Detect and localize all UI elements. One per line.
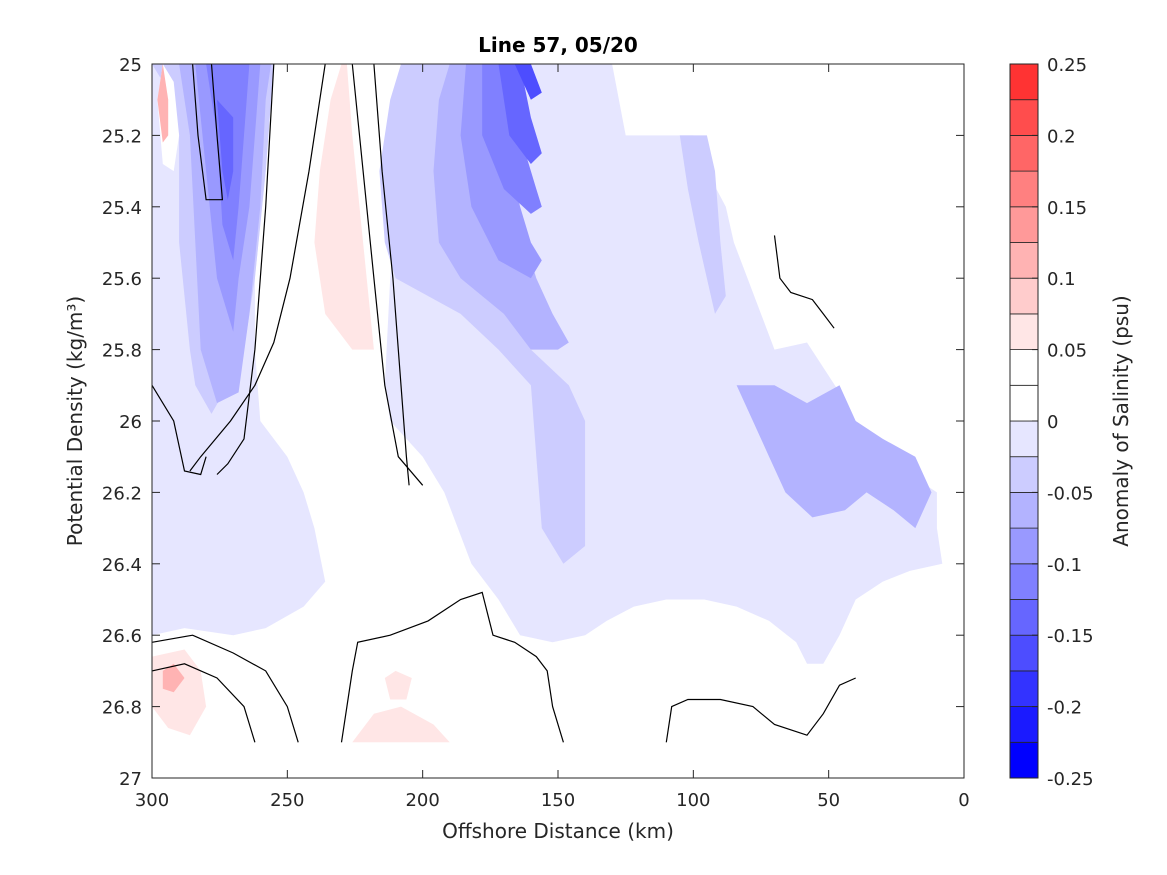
- colorbar-cell: [1009, 63, 1039, 101]
- y-tick-label: 25.2: [102, 126, 142, 147]
- contour-region: [352, 706, 450, 743]
- colorbar-cell: [1009, 206, 1039, 243]
- plot-area: 300 250 200 150 100 50 0 2525.225.425.625.8262…: [102, 55, 970, 811]
- zero-contour-line: [351, 63, 424, 486]
- colorbar-label: Anomaly of Salinity (psu): [1109, 295, 1133, 546]
- y-tick-label: 25.4: [102, 198, 142, 219]
- x-tick-label: 0: [958, 790, 969, 811]
- colorbar-tick-label: -0.15: [1047, 626, 1094, 647]
- y-axis-label: Potential Density (kg/m³): [63, 296, 87, 547]
- colorbar-tick-label: 0.25: [1047, 55, 1087, 76]
- colorbar-cell: [1009, 706, 1039, 743]
- colorbar-tick-label: -0.05: [1047, 483, 1094, 504]
- x-tick-label: 50: [817, 790, 840, 811]
- contour-region: [157, 64, 169, 143]
- colorbar: 0.25 0.2 0.15 0.1 0.05 0 -0.05 -0.1 -0.15 -0.2 -0.…: [1009, 55, 1133, 790]
- y-axis-ticks: 25 25.2 25.4 25.6 25.8 26 26.2 26.4 26.6 26.8 27: [102, 55, 964, 790]
- contour-region: [314, 64, 374, 350]
- zero-contour-line: [192, 63, 224, 201]
- zero-contour-line: [151, 663, 256, 743]
- y-tick-label: 26.6: [102, 626, 142, 647]
- zero-contour-line: [373, 63, 410, 486]
- colorbar-cell: [1009, 491, 1039, 529]
- x-tick-label: 250: [270, 790, 304, 811]
- colorbar-cell: [1009, 741, 1039, 779]
- x-tick-label: 150: [541, 790, 575, 811]
- x-axis-label: Offshore Distance (km): [442, 819, 674, 843]
- y-tick-label: 26.8: [102, 698, 142, 719]
- contour-region: [498, 64, 542, 164]
- x-tick-label: 200: [405, 790, 439, 811]
- contour-region: [736, 385, 932, 529]
- y-tick-label: 25: [119, 55, 142, 76]
- colorbar-cell: [1009, 384, 1039, 422]
- colorbar-cell: [1009, 277, 1039, 315]
- colorbar-cell: [1009, 349, 1039, 386]
- chart-title: Line 57, 05/20: [478, 33, 638, 57]
- colorbar-cell: [1009, 134, 1039, 172]
- zero-contour-line: [189, 63, 326, 472]
- x-axis-ticks: 300 250 200 150 100 50 0: [135, 64, 970, 811]
- zero-contour-line: [665, 677, 856, 743]
- contour-fills: [152, 64, 943, 743]
- x-tick-label: 100: [676, 790, 710, 811]
- y-tick-label: 26: [119, 412, 142, 433]
- contour-region: [384, 670, 412, 700]
- x-tick-label: 300: [135, 790, 169, 811]
- colorbar-cell: [1009, 170, 1039, 208]
- colorbar-cell: [1009, 313, 1039, 350]
- colorbar-tick-label: -0.25: [1047, 769, 1094, 790]
- y-tick-label: 25.8: [102, 341, 142, 362]
- colorbar-cell: [1009, 420, 1039, 458]
- zero-contour-line: [340, 591, 564, 743]
- colorbar-tick-label: 0.15: [1047, 198, 1087, 219]
- contour-region: [514, 64, 542, 100]
- colorbar-tick-label: 0.1: [1047, 269, 1076, 290]
- contour-region: [217, 99, 234, 200]
- colorbar-cell: [1009, 456, 1039, 493]
- contour-region: [679, 135, 726, 314]
- contour-region: [379, 64, 586, 564]
- y-tick-label: 27: [119, 769, 142, 790]
- colorbar-ticks: 0.25 0.2 0.15 0.1 0.05 0 -0.05 -0.1 -0.15 -0.2 -0.…: [1032, 55, 1094, 790]
- zero-contour-line: [151, 384, 207, 476]
- colorbar-tick-label: 0: [1047, 412, 1058, 433]
- y-tick-label: 25.6: [102, 269, 142, 290]
- contour-region: [162, 663, 185, 693]
- contour-region: [152, 64, 943, 664]
- zero-contour-line: [151, 634, 299, 743]
- colorbar-tick-label: -0.2: [1047, 698, 1082, 719]
- colorbar-cell: [1009, 563, 1039, 600]
- colorbar-tick-label: -0.1: [1047, 555, 1082, 576]
- colorbar-cell: [1009, 99, 1039, 136]
- y-tick-label: 26.4: [102, 555, 142, 576]
- colorbar-tick-label: 0.05: [1047, 341, 1087, 362]
- colorbar-cell: [1009, 527, 1039, 565]
- colorbar-cell: [1009, 242, 1039, 279]
- zero-contour-line: [773, 235, 835, 329]
- y-tick-label: 26.2: [102, 483, 142, 504]
- colorbar-cell: [1009, 634, 1039, 672]
- zero-contour-lines: [151, 63, 856, 743]
- colorbar-tick-label: 0.2: [1047, 126, 1076, 147]
- colorbar-cell: [1009, 670, 1039, 708]
- colorbar-cell: [1009, 599, 1039, 636]
